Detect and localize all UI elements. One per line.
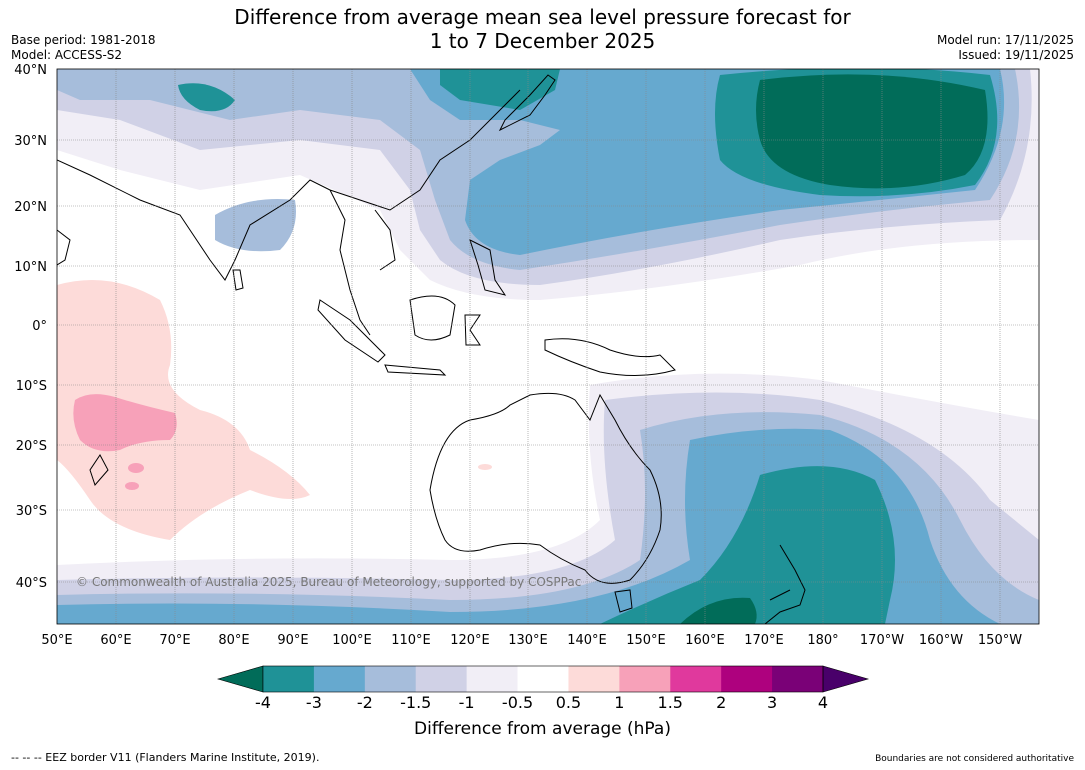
colorbar-tick-label: -4 [255, 693, 271, 712]
title-line-2: 1 to 7 December 2025 [429, 29, 656, 53]
contour-indian-ocean-p1-small-b [125, 482, 139, 490]
lon-label: 60°E [100, 633, 131, 648]
lon-label: 50°E [41, 633, 72, 648]
coast-china [329, 89, 521, 211]
colorbar-segment [517, 666, 569, 692]
coast-java [384, 364, 447, 376]
colorbar-segment [466, 666, 519, 692]
colorbar-title: Difference from average (hPa) [414, 719, 671, 739]
colorbar-segment [364, 666, 417, 692]
lon-label: 110°E [391, 633, 431, 648]
lat-label: 20°S [16, 439, 47, 454]
coast-sumatra [317, 299, 386, 363]
lon-label: 130°E [508, 633, 548, 648]
colorbar-segment [415, 666, 468, 692]
coast-philippines [469, 239, 507, 296]
contour-sw-pacific-m4 [680, 597, 757, 624]
lat-label: 30°N [14, 134, 47, 149]
colorbar-tick-label: -2 [356, 693, 373, 712]
title-line-1: Difference from average mean sea level p… [234, 5, 851, 29]
coast-borneo [409, 295, 456, 341]
eez-note: -- -- -- EEZ border V11 (Flanders Marine… [11, 751, 320, 764]
colorbar-segment [619, 666, 671, 692]
lon-label: 100°E [332, 633, 372, 648]
colorbar-tick-label: -1 [458, 693, 475, 712]
lon-label: 150°E [626, 633, 666, 648]
colorbar-tick-label: 4 [817, 693, 829, 712]
lon-label: 140°E [567, 633, 607, 648]
coast-arabia-horn [57, 229, 71, 266]
lat-label: 30°S [16, 504, 47, 519]
contour-north-pacific-m4 [756, 74, 988, 189]
colorbar-segment [263, 666, 315, 692]
contour-sw-pacific-m3 [600, 466, 895, 624]
colorbar-tick-label: -1.5 [400, 693, 432, 712]
contour-indian-ocean-p1-small-a [128, 463, 144, 473]
lon-label: 70°E [159, 633, 190, 648]
colorbar-over-arrow [822, 665, 870, 693]
coast-southeast-asia [329, 189, 396, 336]
lon-label: 120°E [450, 633, 490, 648]
lon-label: 170°E [744, 633, 784, 648]
boundary-disclaimer: Boundaries are not considered authoritat… [875, 754, 1074, 764]
colorbar-tick-label: 0.5 [555, 693, 582, 712]
longitude-labels: 50°E 60°E 70°E 80°E 90°E 100°E 110°E 120… [41, 633, 1022, 648]
colorbar-tick-label: -0.5 [501, 693, 534, 712]
lon-label: 170°W [860, 633, 904, 648]
colorbar-under-arrow [216, 665, 264, 693]
model-name: Model: ACCESS-S2 [11, 48, 123, 62]
coast-indian-subcontinent [57, 159, 331, 281]
lon-label: 160°E [685, 633, 725, 648]
contour-indian-ocean-p0.5 [57, 280, 310, 540]
issued-date: Issued: 19/11/2025 [958, 48, 1074, 62]
latitude-labels: 40°N 30°N 20°N 10°N 0° 10°S 20°S 30°S 40… [14, 63, 47, 591]
contour-indian-ocean-p0.5-small [478, 464, 492, 470]
colorbar-tick-label: 2 [716, 693, 727, 712]
lon-label: 160°W [919, 633, 963, 648]
lat-label: 40°S [16, 576, 47, 591]
lon-label: 180° [807, 633, 838, 648]
map-copyright: © Commonwealth of Australia 2025, Bureau… [76, 575, 581, 589]
model-run: Model run: 17/11/2025 [936, 33, 1074, 47]
contour-bay-bengal-m1.5 [215, 199, 296, 252]
graticule [57, 69, 1039, 624]
coast-new-guinea [544, 338, 676, 377]
colorbar-segment [772, 666, 824, 692]
coast-australia [429, 392, 662, 584]
coast-madagascar [89, 454, 109, 486]
colorbar [216, 665, 870, 693]
colorbar-tick-label: 1.5 [657, 693, 683, 712]
colorbar-tick-label: 1 [614, 693, 625, 712]
lat-label: 0° [32, 319, 47, 334]
lon-label: 80°E [218, 633, 249, 648]
colorbar-segment [721, 666, 773, 692]
lat-label: 10°S [16, 379, 47, 394]
colorbar-segment [313, 666, 366, 692]
coast-new-zealand [764, 544, 806, 624]
coastlines [57, 74, 806, 624]
colorbar-tick-label: -3 [305, 693, 322, 712]
lon-label: 90°E [277, 633, 308, 648]
contour-indian-ocean-p1 [73, 394, 177, 452]
colorbar-segment [568, 666, 620, 692]
coast-japan [498, 74, 556, 132]
map-field: © Commonwealth of Australia 2025, Bureau… [57, 69, 1039, 624]
lat-label: 10°N [14, 260, 47, 275]
base-period: Base period: 1981-2018 [11, 33, 156, 47]
coast-tasmania [614, 589, 633, 613]
colorbar-segment [670, 666, 722, 692]
contour-tibet-m3 [178, 83, 235, 112]
lat-label: 40°N [14, 63, 47, 78]
coast-sri-lanka [232, 269, 244, 291]
lat-label: 20°N [14, 200, 47, 215]
coast-sulawesi [464, 314, 481, 346]
colorbar-tick-label: 3 [766, 693, 778, 712]
map-frame [56, 68, 1040, 625]
lon-label: 150°W [978, 633, 1022, 648]
